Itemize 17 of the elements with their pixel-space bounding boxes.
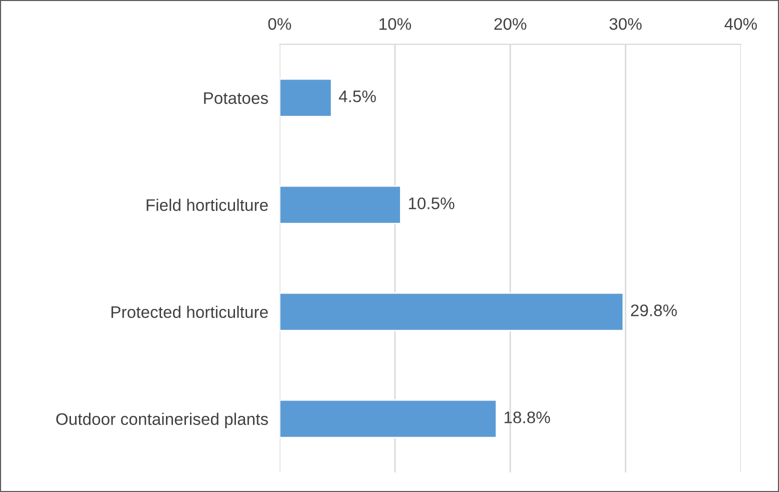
y-tick-label: Protected horticulture (112, 306, 268, 318)
y-tick-label: Outdoor containerised plants (56, 412, 268, 428)
text: 10.5% (408, 197, 454, 210)
text: 18.8% (504, 411, 550, 424)
x-tick-label: 40% (724, 18, 757, 30)
bar (280, 185, 402, 224)
bar (280, 78, 332, 118)
y-tick-label: Potatoes (204, 92, 268, 104)
x-tick-label: 0% (268, 18, 292, 30)
text: 29.8% (631, 304, 677, 316)
bar (280, 399, 498, 438)
x-tick-label: 30% (609, 18, 642, 30)
x-tick-label: 10% (380, 18, 412, 30)
text: 4.5% (338, 90, 376, 102)
bar (280, 292, 624, 332)
y-tick-label: Field horticulture (146, 198, 268, 211)
x-tick-label: 20% (494, 18, 526, 30)
